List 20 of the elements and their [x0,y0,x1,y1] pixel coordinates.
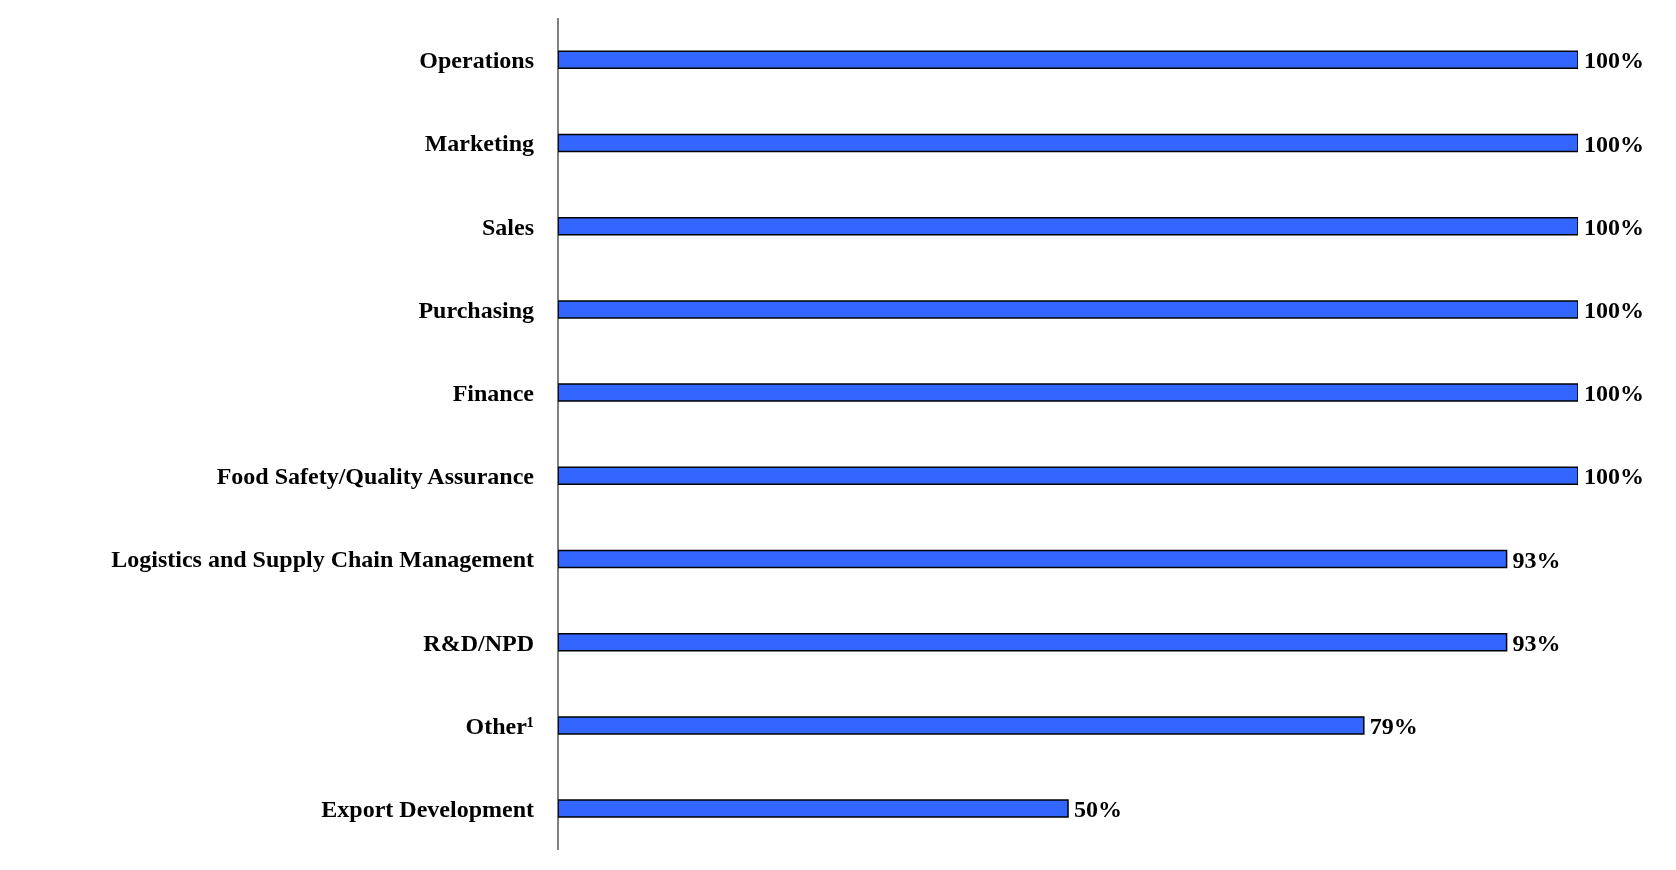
data-label: 79% [1369,712,1418,739]
y-tick-label: Marketing [424,130,534,157]
y-tick-label: Operations [419,47,534,74]
y-tick-label: Sales [481,213,534,240]
y-tick-label: Export Development [321,795,534,822]
data-label: 100% [1584,296,1644,323]
data-label: 100% [1584,213,1644,240]
y-tick-label: Logistics and Supply Chain Management [111,546,534,573]
y-tick-label: Finance [452,379,535,406]
y-tick-label: Other¹ [465,712,534,739]
data-label: 100% [1584,130,1644,157]
data-label: 100% [1584,463,1644,490]
data-label: 93% [1512,629,1561,656]
y-tick-label: Food Safety/Quality Assurance [216,463,535,490]
data-label: 100% [1584,380,1644,407]
data-label: 93% [1512,546,1561,573]
y-tick-label: R&D/NPD [423,629,534,656]
y-tick-label: Purchasing [418,296,534,323]
data-label: 100% [1584,47,1644,74]
data-label: 50% [1074,796,1122,823]
